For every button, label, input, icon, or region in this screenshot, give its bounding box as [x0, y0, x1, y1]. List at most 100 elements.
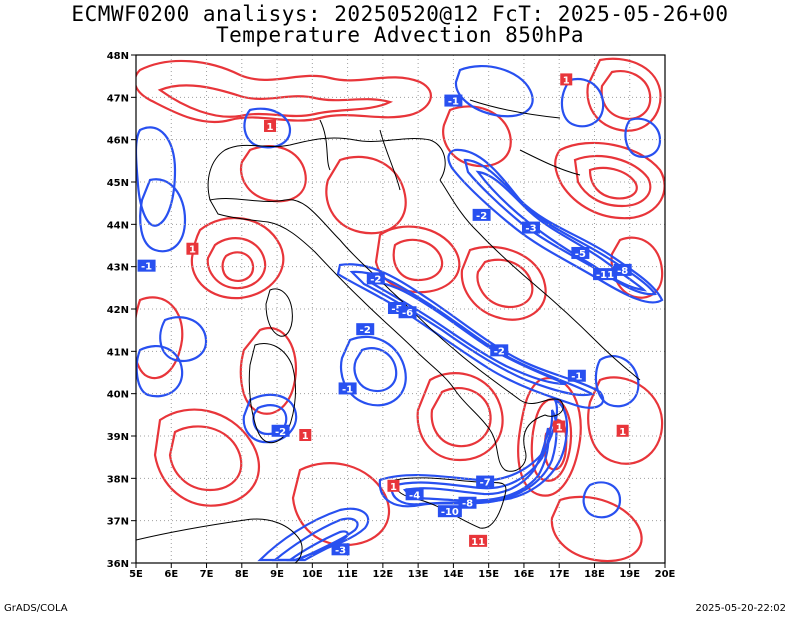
- warm-contour: [239, 327, 298, 415]
- contour-label-bg: [444, 94, 463, 107]
- y-tick-label: 41N: [107, 347, 129, 358]
- contour-label-bg: [137, 259, 156, 272]
- y-tick-label: 43N: [107, 263, 129, 274]
- contour-label-bg: [560, 73, 573, 86]
- adriatic-east-coast: [439, 179, 641, 381]
- contour-labels: -1-2-3-5-11 -8-2-5 -6-2-1-2-4-10-8-7-3-111…: [137, 73, 632, 556]
- contour-label: -5: [391, 304, 402, 315]
- warm-contour: [460, 245, 547, 321]
- contour-label-bg: [437, 505, 462, 518]
- x-tick-label: 8E: [235, 569, 249, 580]
- contour-label: 1: [619, 427, 626, 438]
- footer-timestamp: 2025-05-20-22:02: [695, 603, 786, 614]
- x-tick-label: 5E: [129, 569, 143, 580]
- chart-title-line1: ECMWF0200 analisys: 20250520@12 FcT: 202…: [71, 2, 729, 26]
- warm-contour: [588, 166, 638, 200]
- cold-contour: [463, 158, 657, 296]
- warm-contour: [430, 387, 492, 448]
- contour-label: -2: [494, 346, 505, 357]
- corsica-coast: [265, 288, 293, 337]
- cold-contour: [624, 117, 662, 158]
- warm-contour: [442, 105, 512, 168]
- cold-contour: [349, 270, 595, 397]
- contour-label-bg: [521, 221, 540, 234]
- italy-peninsula-coast: [209, 198, 564, 472]
- x-tick-label: 16E: [514, 569, 535, 580]
- y-tick-label: 38N: [107, 474, 129, 485]
- cold-contour: [159, 316, 208, 363]
- contour-label: 1: [390, 482, 397, 493]
- x-tick-label: 6E: [164, 569, 178, 580]
- warm-contour: [600, 70, 652, 120]
- contour-label: -1: [141, 262, 152, 273]
- cold-contour: [243, 107, 292, 149]
- x-tick-label: 11E: [337, 569, 358, 580]
- y-tick-label: 44N: [107, 220, 129, 231]
- x-tick-label: 9E: [270, 569, 284, 580]
- contour-label: -11: [596, 270, 614, 281]
- cold-contour: [366, 280, 567, 386]
- x-axis: 5E 6E 7E 8E 9E 10E 11E 12E 13E 14E 15E 16E 17E 18E 19E…: [129, 563, 676, 580]
- contour-label-bg: [299, 429, 312, 441]
- warm-contour: [416, 372, 504, 462]
- contour-label-bg: [567, 369, 586, 382]
- warm-contour: [587, 376, 664, 465]
- contour-label-bg: [264, 119, 277, 132]
- cold-contour: [560, 77, 605, 128]
- cold-contour: [136, 345, 184, 398]
- contour-label-bg: [271, 424, 290, 437]
- contour-label: -1: [571, 372, 582, 383]
- contour-label: 1: [556, 423, 563, 434]
- warm-contour: [573, 154, 652, 208]
- contour-label: 1: [267, 122, 274, 133]
- contour-label-bg: [387, 479, 400, 492]
- y-tick-label: 47N: [107, 93, 129, 104]
- x-tick-label: 10E: [302, 569, 323, 580]
- warm-contour: [325, 155, 407, 235]
- y-tick-label: 40N: [107, 390, 129, 401]
- contour-label-bg: [571, 246, 590, 259]
- x-tick-label: 17E: [549, 569, 570, 580]
- contour-label: -5: [575, 249, 586, 260]
- warm-contour: [168, 425, 243, 492]
- cold-contour: [340, 335, 407, 407]
- contour-label: 1: [563, 75, 570, 86]
- contour-label-bg: [469, 534, 488, 547]
- cold-contour: [353, 347, 398, 393]
- warm-contour: [136, 59, 432, 124]
- x-tick-label: 14E: [443, 569, 464, 580]
- contour-label-bg: [613, 263, 632, 276]
- x-tick-label: 20E: [655, 569, 676, 580]
- x-tick-label: 19E: [619, 569, 640, 580]
- warm-contour: [157, 84, 394, 118]
- north-africa-coast: [136, 518, 303, 563]
- warm-contour: [190, 216, 285, 300]
- contour-label: -2: [275, 427, 286, 438]
- y-tick-label: 48N: [107, 51, 129, 62]
- contour-label-bg: [405, 488, 424, 501]
- y-tick-label: 45N: [107, 178, 129, 189]
- contour-label: 1: [189, 245, 196, 256]
- contour-label-bg: [472, 208, 491, 221]
- contour-label-bg: [553, 420, 566, 433]
- y-tick-label: 37N: [107, 517, 129, 528]
- contour-label-bg: [593, 268, 618, 281]
- contour-label-bg: [616, 424, 629, 437]
- y-tick-label: 42N: [107, 305, 129, 316]
- cold-contour: [136, 126, 177, 227]
- warm-contour: [206, 237, 267, 290]
- cold-contour: [582, 481, 622, 519]
- cold-contour: [594, 354, 640, 408]
- contour-label: -1: [448, 97, 459, 108]
- y-tick-label: 39N: [107, 432, 129, 443]
- contour-label: 1: [302, 431, 309, 442]
- contour-label: -3: [525, 224, 536, 235]
- contour-label-bg: [356, 323, 375, 336]
- contour-label-bg: [490, 344, 509, 357]
- contour-label: -8: [462, 499, 473, 510]
- contour-label: -10: [441, 507, 459, 518]
- cold-contour: [402, 427, 550, 502]
- cold-contour: [139, 178, 187, 253]
- contour-label: -6: [402, 308, 413, 319]
